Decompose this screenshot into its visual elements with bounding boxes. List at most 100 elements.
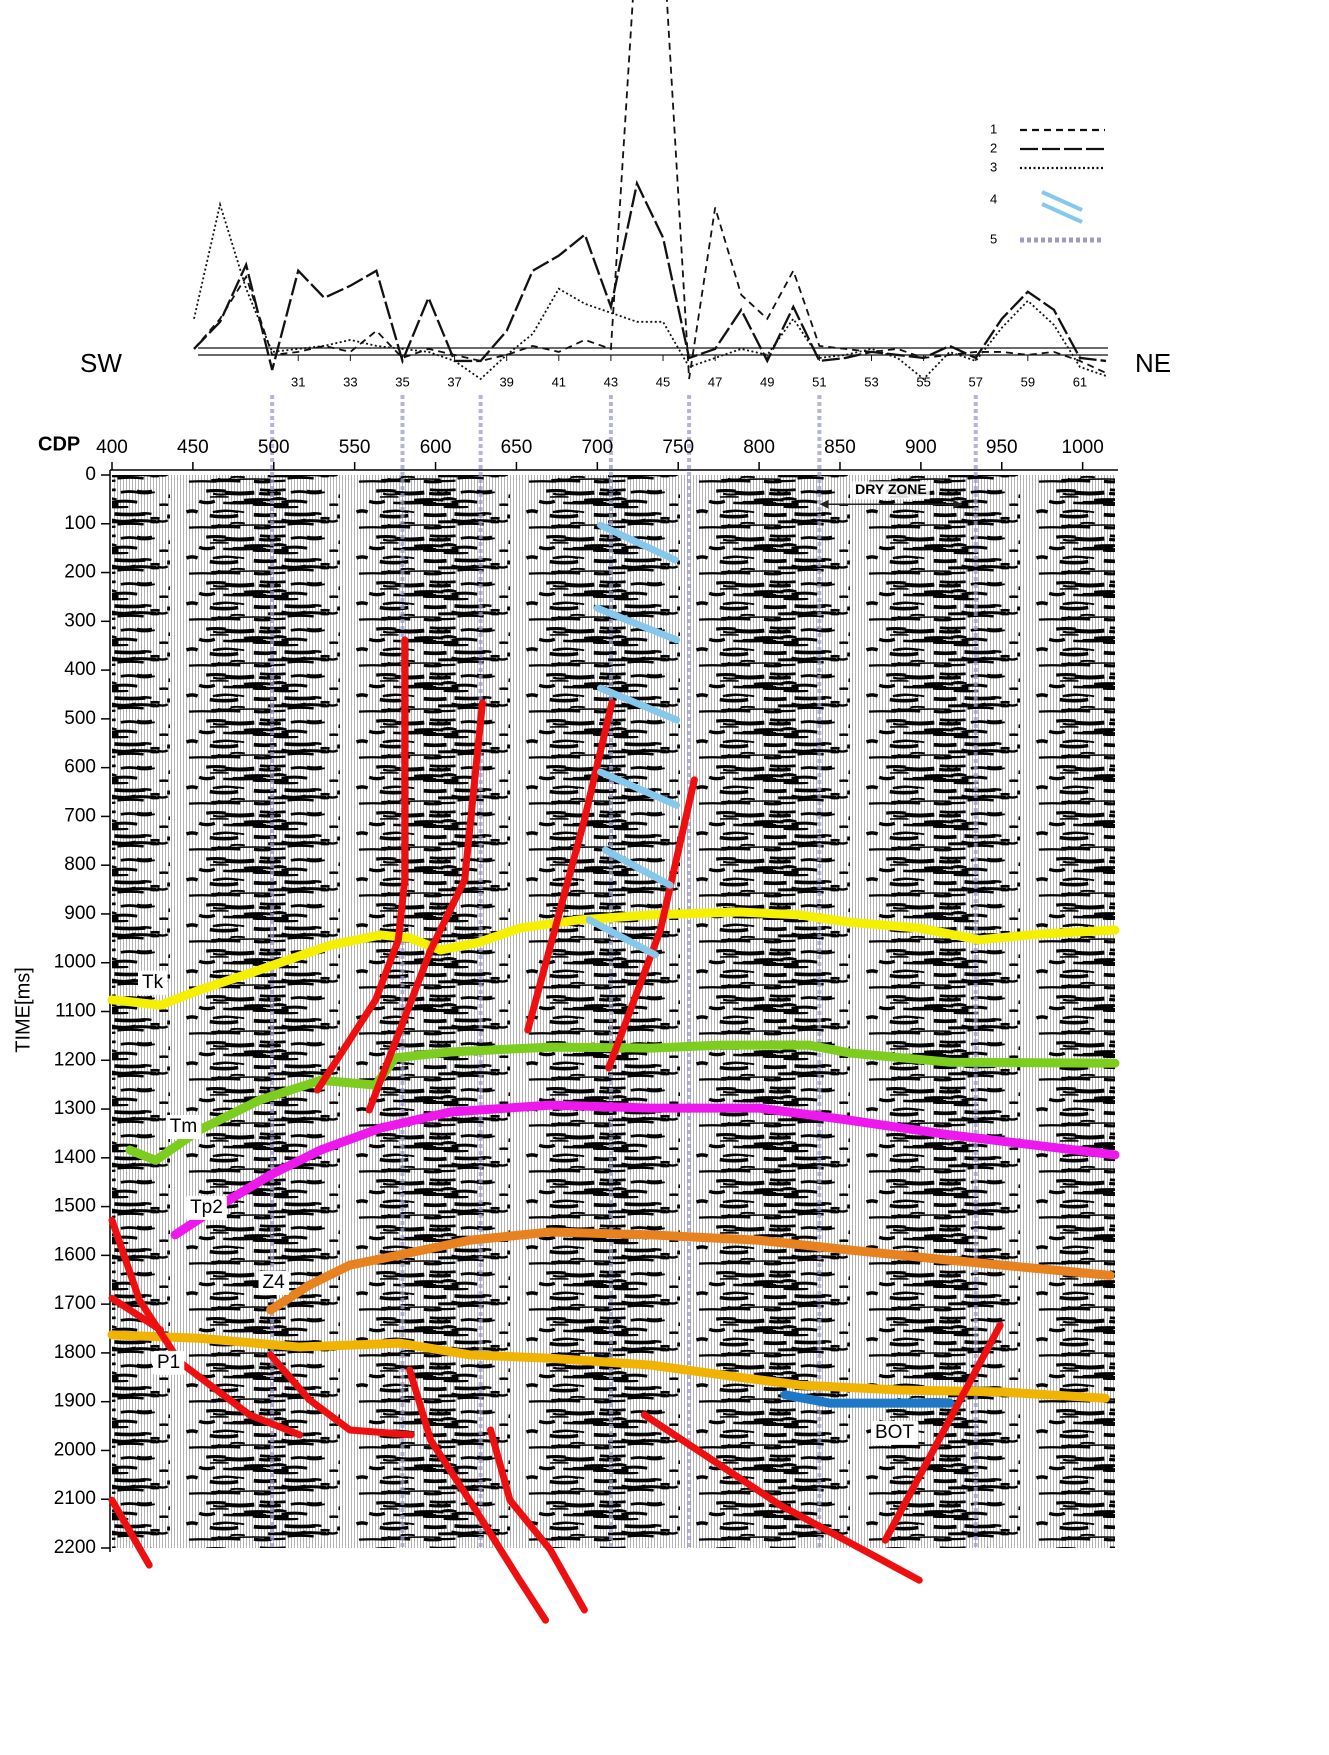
x-tick-label: 700 — [581, 437, 613, 458]
y-tick-label: 2100 — [54, 1488, 96, 1509]
x-tick-label: 47 — [708, 374, 722, 389]
y-tick-label: 1800 — [54, 1342, 96, 1363]
y-tick-label: 2000 — [54, 1439, 96, 1460]
fault-marker — [585, 916, 660, 959]
y-tick-label: 200 — [64, 562, 96, 583]
legend-swatch — [1041, 202, 1083, 224]
fault — [605, 776, 698, 1072]
y-tick-label: 100 — [64, 513, 96, 534]
x-tick-label: 800 — [743, 437, 775, 458]
x-tick-label: 43 — [604, 374, 618, 389]
fault — [881, 1321, 1004, 1544]
x-tick-label: 750 — [662, 437, 694, 458]
x-tick-label: 600 — [420, 437, 452, 458]
x-tick-label: 57 — [968, 374, 982, 389]
y-tick-label: 1200 — [54, 1049, 96, 1070]
x-tick-label: 55 — [916, 374, 930, 389]
y-tick-label: 600 — [64, 757, 96, 778]
annotation-box — [852, 481, 930, 500]
fault — [406, 1366, 550, 1624]
fault-marker — [597, 684, 681, 724]
y-tick-label: 2200 — [54, 1537, 96, 1558]
horizon — [125, 1040, 1120, 1165]
horizon — [107, 907, 1120, 1010]
fault-marker — [593, 604, 681, 644]
horizon — [780, 1390, 955, 1408]
x-tick-label: 850 — [824, 437, 856, 458]
x-tick-label: 950 — [986, 437, 1018, 458]
y-tick-label: 1400 — [54, 1147, 96, 1168]
y-tick-label: 1500 — [54, 1196, 96, 1217]
y-tick-label: 500 — [64, 708, 96, 729]
fault-marker — [601, 846, 674, 889]
series-line — [193, 0, 1107, 380]
y-tick-label: 800 — [64, 854, 96, 875]
y-tick-label: 0 — [85, 464, 96, 485]
x-tick-label: 37 — [447, 374, 461, 389]
side-label: SW — [80, 348, 122, 378]
y-tick-label: 700 — [64, 805, 96, 826]
horizon-label: Z4 — [263, 1272, 286, 1293]
x-tick-label: 61 — [1073, 374, 1087, 389]
x-tick-label: 49 — [760, 374, 774, 389]
x-tick-label: 900 — [905, 437, 937, 458]
y-axis-title: TIME[ms] — [12, 967, 34, 1053]
horizon — [266, 1227, 1115, 1315]
horizon-label-box — [138, 970, 168, 995]
x-tick-label: 1000 — [1062, 437, 1104, 458]
horizon-label: BOT — [875, 1422, 914, 1443]
legend-label: 2 — [990, 140, 997, 155]
horizon-label: Tm — [170, 1116, 197, 1137]
x-axis-title: CDP — [38, 433, 80, 455]
horizon — [170, 1100, 1120, 1240]
horizon-label-box — [165, 1115, 202, 1140]
x-tick-label: 500 — [258, 437, 290, 458]
y-tick-label: 900 — [64, 903, 96, 924]
fault-marker — [597, 521, 679, 564]
x-tick-label: 51 — [812, 374, 826, 389]
fault — [267, 1351, 415, 1439]
legend-label: 1 — [990, 121, 997, 136]
fault — [313, 636, 409, 1094]
x-tick-label: 400 — [96, 437, 128, 458]
horizon-label-box — [870, 1420, 919, 1445]
legend-label: 4 — [990, 191, 997, 206]
horizon-label-box — [186, 1195, 227, 1220]
horizon-label-box — [153, 1350, 185, 1375]
fault-marker — [597, 768, 681, 809]
horizon-label: P1 — [157, 1352, 180, 1373]
horizon-label: Tp2 — [190, 1197, 223, 1218]
side-label: NE — [1135, 348, 1171, 378]
series-line — [193, 201, 1107, 381]
horizon-label: Tk — [142, 972, 164, 993]
fault — [640, 1411, 923, 1584]
y-tick-label: 1300 — [54, 1098, 96, 1119]
legend-label: 5 — [990, 231, 997, 246]
y-tick-label: 1600 — [54, 1244, 96, 1265]
x-tick-label: 450 — [177, 437, 209, 458]
y-tick-label: 1100 — [55, 1001, 96, 1022]
y-tick-label: 1000 — [54, 952, 96, 973]
legend-swatch — [1041, 190, 1083, 212]
x-tick-label: 59 — [1021, 374, 1035, 389]
y-tick-label: 300 — [64, 610, 96, 631]
x-tick-label: 39 — [499, 374, 513, 389]
y-tick-label: 1900 — [54, 1391, 96, 1412]
fault — [487, 1426, 588, 1614]
x-tick-label: 53 — [864, 374, 878, 389]
x-tick-label: 550 — [339, 437, 371, 458]
y-tick-label: 400 — [64, 659, 96, 680]
x-tick-label: 41 — [552, 374, 566, 389]
x-tick-label: 33 — [343, 374, 357, 389]
fault — [108, 1294, 165, 1334]
fault — [524, 699, 616, 1034]
x-tick-label: 31 — [291, 374, 305, 389]
annotation-text: DRY ZONE — [855, 481, 927, 497]
horizon-label-box — [258, 1270, 290, 1295]
series-line — [193, 179, 1107, 371]
y-tick-label: 1700 — [54, 1293, 96, 1314]
x-tick-label: 650 — [501, 437, 533, 458]
horizon — [107, 1330, 1110, 1403]
